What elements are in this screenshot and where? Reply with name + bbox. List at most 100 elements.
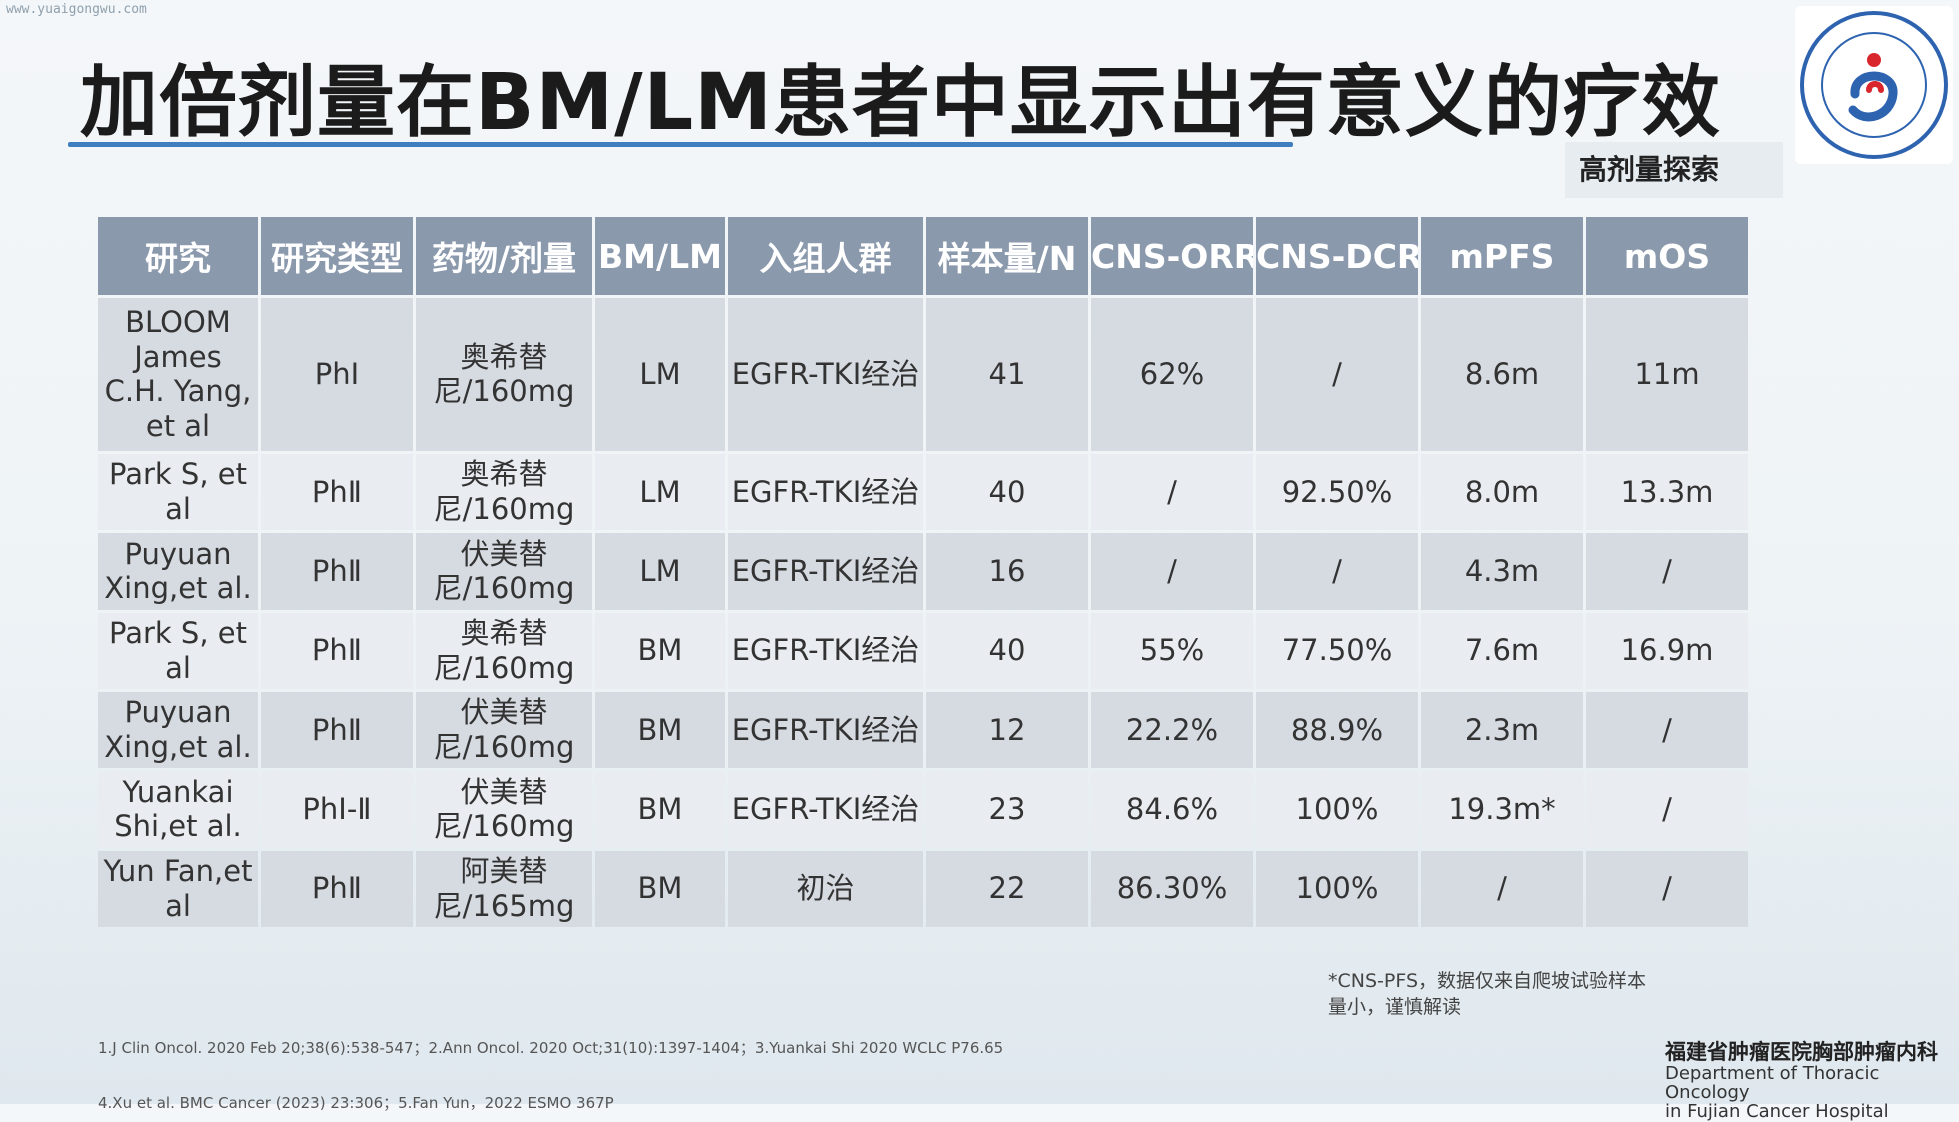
header-bm-lm: BM/LM [595, 217, 725, 295]
footnote-cns-pfs: *CNS-PFS，数据仅来自爬坡试验样本量小，谨慎解读 [1328, 970, 1647, 1018]
table-row: Puyuan Xing,et al. PhⅡ 伏美替尼/160mg LM EGFR-TK… [98, 533, 1748, 610]
table-cell: BM [595, 771, 725, 848]
table-cell: EGFR-TKI经治 [728, 612, 923, 689]
table-cell: Puyuan Xing,et al. [98, 691, 258, 769]
table-cell: 4.3m [1421, 533, 1583, 610]
table-cell: 奥希替尼/160mg [416, 453, 592, 531]
table-cell: 40 [926, 453, 1088, 531]
table-cell: 伏美替尼/160mg [416, 533, 592, 610]
references-line-1: 1.J Clin Oncol. 2020 Feb 20;38(6):538-54… [98, 1039, 1004, 1057]
table-cell: 19.3m* [1421, 771, 1583, 848]
table-row: Puyuan Xing,et al. PhⅡ 伏美替尼/160mg BM EGFR-TK… [98, 691, 1748, 769]
table-cell: / [1256, 533, 1418, 610]
table-cell: BM [595, 850, 725, 927]
table-cell: PhⅠ [261, 298, 413, 451]
slide-subtitle-badge: 高剂量探索 [1565, 142, 1783, 198]
table-cell: 13.3m [1586, 453, 1748, 531]
table-cell: BM [595, 691, 725, 769]
table-cell: 40 [926, 612, 1088, 689]
header-cns-orr: CNS-ORR [1091, 217, 1253, 295]
table-cell: / [1256, 298, 1418, 451]
table-cell: BM [595, 612, 725, 689]
header-sample-size: 样本量/N [926, 217, 1088, 295]
table-cell: EGFR-TKI经治 [728, 453, 923, 531]
table-cell: LM [595, 533, 725, 610]
header-study-type: 研究类型 [261, 217, 413, 295]
table-cell: / [1421, 850, 1583, 927]
table-cell: EGFR-TKI经治 [728, 533, 923, 610]
efficacy-table: 研究 研究类型 药物/剂量 BM/LM 入组人群 样本量/N CNS-ORR C… [95, 214, 1751, 930]
references-line-2: 4.Xu et al. BMC Cancer (2023) 23:306；5.F… [98, 1094, 614, 1112]
table-row: BLOOM James C.H. Yang, et al PhⅠ 奥希替尼/160m… [98, 298, 1748, 451]
header-population: 入组人群 [728, 217, 923, 295]
table-header-row: 研究 研究类型 药物/剂量 BM/LM 入组人群 样本量/N CNS-ORR C… [98, 217, 1748, 295]
table-cell: 12 [926, 691, 1088, 769]
header-drug-dose: 药物/剂量 [416, 217, 592, 295]
slide-title: 加倍剂量在BM/LM患者中显示出有意义的疗效 [80, 58, 1721, 148]
table-cell: PhⅡ [261, 533, 413, 610]
table-cell: Yun Fan,et al [98, 850, 258, 927]
table-cell: 77.50% [1256, 612, 1418, 689]
table-cell: PhⅠ-Ⅱ [261, 771, 413, 848]
table-cell: 22.2% [1091, 691, 1253, 769]
department-cn: 福建省肿瘤医院胸部肿瘤内科 [1665, 1040, 1938, 1064]
table-cell: 100% [1256, 771, 1418, 848]
table-cell: 55% [1091, 612, 1253, 689]
table-cell: 2.3m [1421, 691, 1583, 769]
header-mos: mOS [1586, 217, 1748, 295]
table-cell: 8.6m [1421, 298, 1583, 451]
table-cell: / [1091, 453, 1253, 531]
table-row: Park S, et al PhⅡ 奥希替尼/160mg LM EGFR-TKI经治 40… [98, 453, 1748, 531]
table-cell: 8.0m [1421, 453, 1583, 531]
table-cell: 62% [1091, 298, 1253, 451]
table-cell: / [1091, 533, 1253, 610]
table-cell: 84.6% [1091, 771, 1253, 848]
table-cell: LM [595, 453, 725, 531]
table-cell: 奥希替尼/160mg [416, 612, 592, 689]
table-cell: PhⅡ [261, 850, 413, 927]
table-cell: 100% [1256, 850, 1418, 927]
watermark: www.yuaigongwu.com [6, 2, 147, 17]
table-cell: 86.30% [1091, 850, 1253, 927]
table-cell: BLOOM James C.H. Yang, et al [98, 298, 258, 451]
header-mpfs: mPFS [1421, 217, 1583, 295]
table-cell: Park S, et al [98, 612, 258, 689]
header-cns-dcr: CNS-DCR [1256, 217, 1418, 295]
title-underline [68, 142, 1293, 147]
table-cell: 7.6m [1421, 612, 1583, 689]
table-cell: 伏美替尼/160mg [416, 691, 592, 769]
table-cell: 16.9m [1586, 612, 1748, 689]
table-cell: 23 [926, 771, 1088, 848]
table-cell: 41 [926, 298, 1088, 451]
table-row: Park S, et al PhⅡ 奥希替尼/160mg BM EGFR-TKI经治 40… [98, 612, 1748, 689]
table-cell: 阿美替尼/165mg [416, 850, 592, 927]
table-cell: PhⅡ [261, 453, 413, 531]
table-cell: Puyuan Xing,et al. [98, 533, 258, 610]
table-cell: 92.50% [1256, 453, 1418, 531]
table-cell: 88.9% [1256, 691, 1418, 769]
table-cell: EGFR-TKI经治 [728, 771, 923, 848]
hospital-logo [1795, 6, 1953, 164]
table-row: Yuankai Shi,et al. PhⅠ-Ⅱ 伏美替尼/160mg BM EGFR-… [98, 771, 1748, 848]
table-cell: 伏美替尼/160mg [416, 771, 592, 848]
table-cell: 22 [926, 850, 1088, 927]
table-cell: 11m [1586, 298, 1748, 451]
table-row: Yun Fan,et al PhⅡ 阿美替尼/165mg BM 初治 22 86.30% 10… [98, 850, 1748, 927]
department-en-1: Department of Thoracic Oncology [1665, 1063, 1880, 1103]
header-study: 研究 [98, 217, 258, 295]
table-cell: 初治 [728, 850, 923, 927]
table-cell: / [1586, 691, 1748, 769]
table-cell: / [1586, 850, 1748, 927]
hospital-logo-icon [1800, 11, 1948, 159]
table-cell: EGFR-TKI经治 [728, 691, 923, 769]
department-en-2: in Fujian Cancer Hospital [1665, 1101, 1889, 1122]
table-cell: / [1586, 533, 1748, 610]
table-cell: Yuankai Shi,et al. [98, 771, 258, 848]
table-cell: 奥希替尼/160mg [416, 298, 592, 451]
table-cell: 16 [926, 533, 1088, 610]
table-cell: PhⅡ [261, 691, 413, 769]
table-cell: PhⅡ [261, 612, 413, 689]
table-cell: EGFR-TKI经治 [728, 298, 923, 451]
department-label: 福建省肿瘤医院胸部肿瘤内科 Department of Thoracic Onc… [1665, 1040, 1959, 1121]
table-cell: LM [595, 298, 725, 451]
